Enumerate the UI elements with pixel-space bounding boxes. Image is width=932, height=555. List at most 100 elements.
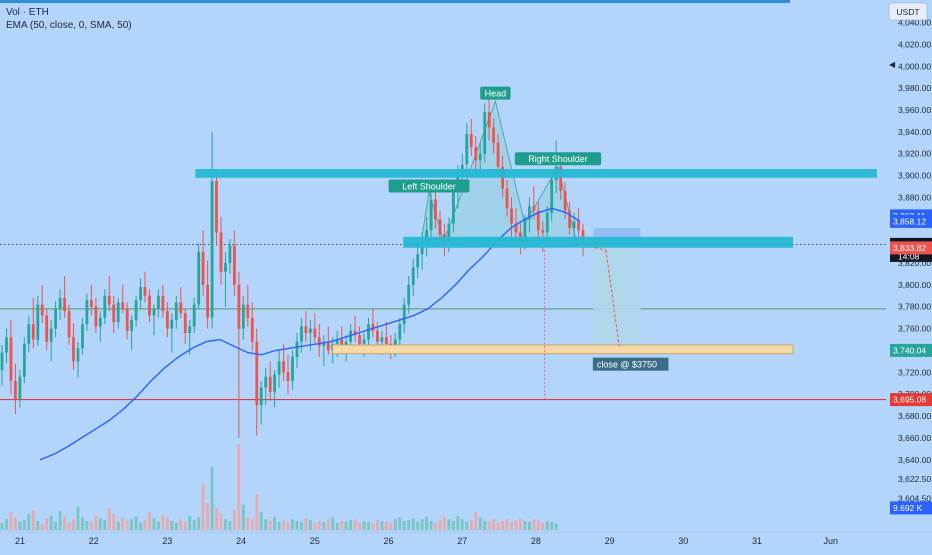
price-tag-label: 3,858.12	[893, 216, 926, 226]
time-tick-label: 22	[89, 536, 99, 546]
price-tick-label: 3,680.00	[898, 411, 931, 421]
candle-body	[286, 372, 290, 381]
candle-body	[224, 263, 227, 272]
candle-body	[237, 284, 241, 329]
volume-bar	[192, 520, 196, 530]
candle-body	[416, 254, 420, 268]
volume-bar	[282, 520, 285, 530]
candle-body	[559, 166, 563, 191]
candle-body	[487, 112, 491, 128]
candle-body	[161, 295, 165, 312]
candle-body	[438, 219, 442, 235]
candle-body	[125, 308, 129, 331]
volume-bar	[85, 521, 89, 530]
volume-bar	[483, 521, 487, 530]
volume-bar	[9, 512, 13, 530]
candle-body	[179, 302, 183, 314]
candle-body	[536, 210, 540, 231]
close-label-box	[592, 357, 669, 371]
candle-body	[393, 339, 397, 349]
candle-body	[233, 245, 236, 285]
volume-bar	[183, 521, 187, 530]
time-axis[interactable]: 21 22 23 24 25 26 27 28 29 30 31 Jun	[0, 531, 932, 550]
reward-box	[593, 245, 641, 351]
volume-bar	[90, 521, 93, 530]
candle-body	[76, 348, 80, 362]
volume-bar	[121, 517, 125, 530]
candle-body	[335, 339, 339, 344]
volume-bar	[148, 512, 151, 530]
time-tick-label: 27	[457, 536, 467, 546]
volume-bar	[152, 518, 156, 530]
volume-bar	[514, 520, 518, 530]
volume-bar	[76, 506, 80, 530]
volume-bar	[554, 523, 558, 530]
drawings-back-layer	[0, 0, 886, 401]
candle-body	[519, 232, 522, 242]
volume-bar	[340, 521, 344, 530]
candle-body	[291, 357, 294, 381]
volume-bar	[49, 515, 53, 530]
volume-bar	[170, 521, 174, 530]
candle-body	[300, 326, 303, 342]
price-axis[interactable]: 4,040.00 4,020.00 4,000.00 3,980.00 3,960.00…	[886, 0, 932, 550]
candle-body	[206, 284, 209, 318]
volume-bar	[45, 518, 49, 530]
candle-body	[112, 304, 116, 323]
volume-bar	[188, 515, 192, 530]
candle-body	[192, 304, 196, 327]
volume-bar	[40, 523, 44, 530]
price-tick-label: 4,020.00	[898, 39, 931, 49]
candle-body	[514, 223, 518, 233]
volume-bar	[380, 521, 384, 530]
volume-bar	[322, 521, 326, 530]
candle-body	[157, 295, 160, 309]
price-tag-label: 9.692 K	[893, 503, 923, 513]
candle-body	[188, 326, 192, 333]
candle-body	[402, 304, 406, 325]
time-tick-label: Jun	[823, 536, 838, 546]
candle-body	[103, 295, 107, 318]
candle-body	[98, 317, 102, 327]
price-tick-label: 3,920.00	[898, 149, 931, 159]
volume-bar	[505, 519, 509, 530]
candle-body	[447, 223, 451, 242]
neckline-zone	[403, 236, 793, 248]
time-tick-label: 21	[15, 536, 25, 546]
price-tick-label: 3,800.00	[898, 280, 931, 290]
pattern-label: Left Shoulder	[402, 182, 456, 192]
candle-body	[429, 199, 433, 231]
volume-bar	[125, 521, 129, 530]
candle-body	[14, 381, 17, 400]
candle-body	[407, 284, 411, 305]
price-tag-box	[890, 241, 932, 255]
volume-bar	[309, 520, 312, 530]
candle-body	[541, 230, 545, 233]
volume-bar	[398, 517, 402, 530]
candle-body	[577, 221, 580, 231]
candle-body	[358, 335, 361, 344]
volume-bar	[510, 521, 513, 530]
price-tick-label: 4,040.00	[898, 18, 931, 28]
price-tick-label: 4,000.00	[898, 61, 931, 71]
projection-arrow	[605, 249, 620, 347]
volume-bar	[487, 521, 491, 530]
volume-bar	[98, 518, 102, 530]
volume-bar	[420, 519, 424, 530]
volume-bar	[206, 503, 209, 530]
candle-body	[121, 302, 125, 309]
volume-bar	[215, 508, 218, 530]
symbol-legend[interactable]: Vol · ETH	[6, 7, 49, 18]
price-tick-label: 3,640.00	[898, 455, 931, 465]
scroll-arrow-icon: ◀	[889, 60, 896, 69]
volume-bar	[58, 511, 62, 530]
volume-bar	[259, 512, 263, 530]
volume-bar	[452, 521, 455, 530]
target-zone	[332, 344, 794, 355]
volume-bar	[31, 510, 35, 530]
ema-legend[interactable]: EMA (50, close, 0, SMA, 50)	[6, 20, 132, 31]
candle-body	[81, 324, 84, 349]
candle-body	[268, 376, 272, 392]
